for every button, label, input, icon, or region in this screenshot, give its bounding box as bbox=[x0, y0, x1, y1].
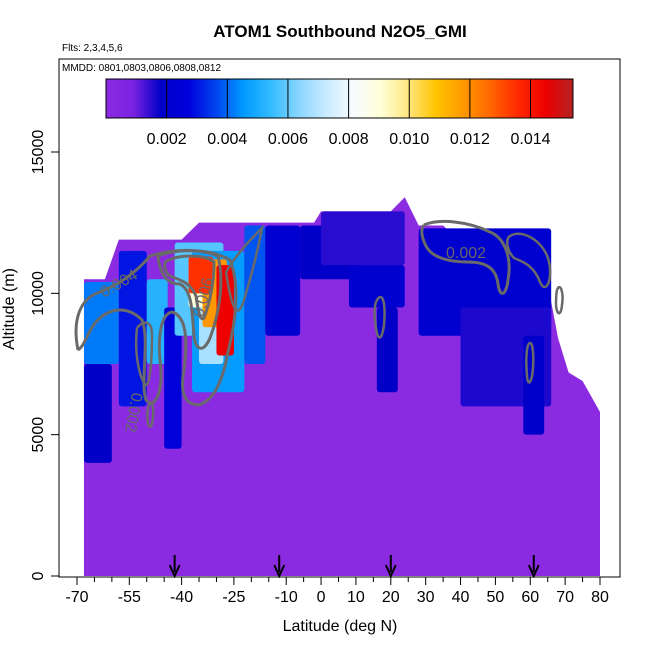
colorbar-tick-label: 0.004 bbox=[207, 131, 247, 148]
x-tick-label: -55 bbox=[118, 589, 141, 606]
flight-markers bbox=[168, 555, 540, 579]
heatmap-cell bbox=[523, 335, 545, 435]
x-tick-label: -40 bbox=[170, 589, 193, 606]
y-tick-label: 10000 bbox=[30, 271, 47, 316]
chart-title: ATOM1 Southbound N2O5_GMI bbox=[213, 22, 466, 41]
contour-line bbox=[135, 321, 154, 387]
colorbar-tick-label: 0.006 bbox=[268, 131, 308, 148]
x-tick-label: 70 bbox=[556, 589, 574, 606]
x-tick-label: 20 bbox=[382, 589, 400, 606]
y-axis-label: Altitude (m) bbox=[1, 268, 18, 350]
x-axis: -70 -55 -40 -25 -10 0 10 20 30 40 50 60 70 80 bbox=[65, 577, 609, 606]
dates-note: MMDD: 0801,0803,0806,0808,0812 bbox=[62, 63, 221, 74]
x-tick-label: 10 bbox=[347, 589, 365, 606]
y-tick-label: 5000 bbox=[30, 417, 47, 453]
contour-line bbox=[156, 249, 223, 350]
flight-marker-arrowhead bbox=[527, 564, 540, 579]
contour-line bbox=[146, 402, 155, 428]
heatmap-cell bbox=[348, 265, 405, 308]
x-axis-label: Latitude (deg N) bbox=[283, 618, 398, 635]
heatmap-layer bbox=[83, 197, 601, 576]
contour-line bbox=[525, 341, 535, 384]
heatmap-cell bbox=[164, 307, 182, 449]
contour-line bbox=[506, 232, 552, 289]
heatmap-cell bbox=[244, 225, 266, 364]
colorbar-tick-label: 0.012 bbox=[450, 131, 490, 148]
x-tick-label: -10 bbox=[275, 589, 298, 606]
contour-line bbox=[74, 248, 238, 407]
x-tick-label: 0 bbox=[317, 589, 326, 606]
colorbar-ticks: 0.002 0.004 0.006 0.008 0.010 0.012 0.014 bbox=[147, 79, 551, 148]
x-tick-label: 40 bbox=[452, 589, 470, 606]
colorbar-tick-label: 0.010 bbox=[389, 131, 429, 148]
x-tick-label: 30 bbox=[417, 589, 435, 606]
contour-line bbox=[224, 224, 264, 312]
colorbar-bar bbox=[105, 78, 574, 119]
contour-line bbox=[554, 285, 564, 315]
colorbar-tick-label: 0.008 bbox=[329, 131, 369, 148]
colorbar-tick-label: 0.002 bbox=[147, 131, 187, 148]
heatmap-cell bbox=[83, 282, 119, 364]
contour-line bbox=[373, 295, 386, 339]
x-tick-label: 60 bbox=[521, 589, 539, 606]
contour-line bbox=[420, 219, 511, 295]
heatmap-cell bbox=[188, 256, 213, 294]
flight-marker-arrowhead bbox=[273, 564, 286, 579]
flight-marker-arrowhead bbox=[168, 564, 181, 579]
x-tick-label: -70 bbox=[65, 589, 88, 606]
y-tick-label: 0 bbox=[30, 571, 47, 580]
contour-label: 0.002 bbox=[121, 391, 145, 433]
y-tick-label: 15000 bbox=[30, 130, 47, 175]
flights-note: Flts: 2,3,4,5,6 bbox=[62, 43, 123, 54]
flight-marker-arrowhead bbox=[384, 564, 397, 579]
colorbar-tick-label: 0.014 bbox=[511, 131, 551, 148]
contour-line bbox=[163, 254, 216, 321]
contour-label: 0.002 bbox=[446, 245, 486, 262]
x-tick-label: 50 bbox=[487, 589, 505, 606]
colorbar: 0.002 0.004 0.006 0.008 0.010 0.012 0.014 bbox=[105, 78, 574, 148]
y-axis: 0 5000 10000 15000 bbox=[30, 130, 59, 580]
x-tick-label: -25 bbox=[222, 589, 245, 606]
x-tick-label: 80 bbox=[591, 589, 609, 606]
heatmap-cell bbox=[321, 211, 405, 266]
heatmap-cell bbox=[376, 307, 398, 393]
heatmap-cell bbox=[83, 364, 112, 463]
heatmap-cell bbox=[265, 225, 301, 336]
